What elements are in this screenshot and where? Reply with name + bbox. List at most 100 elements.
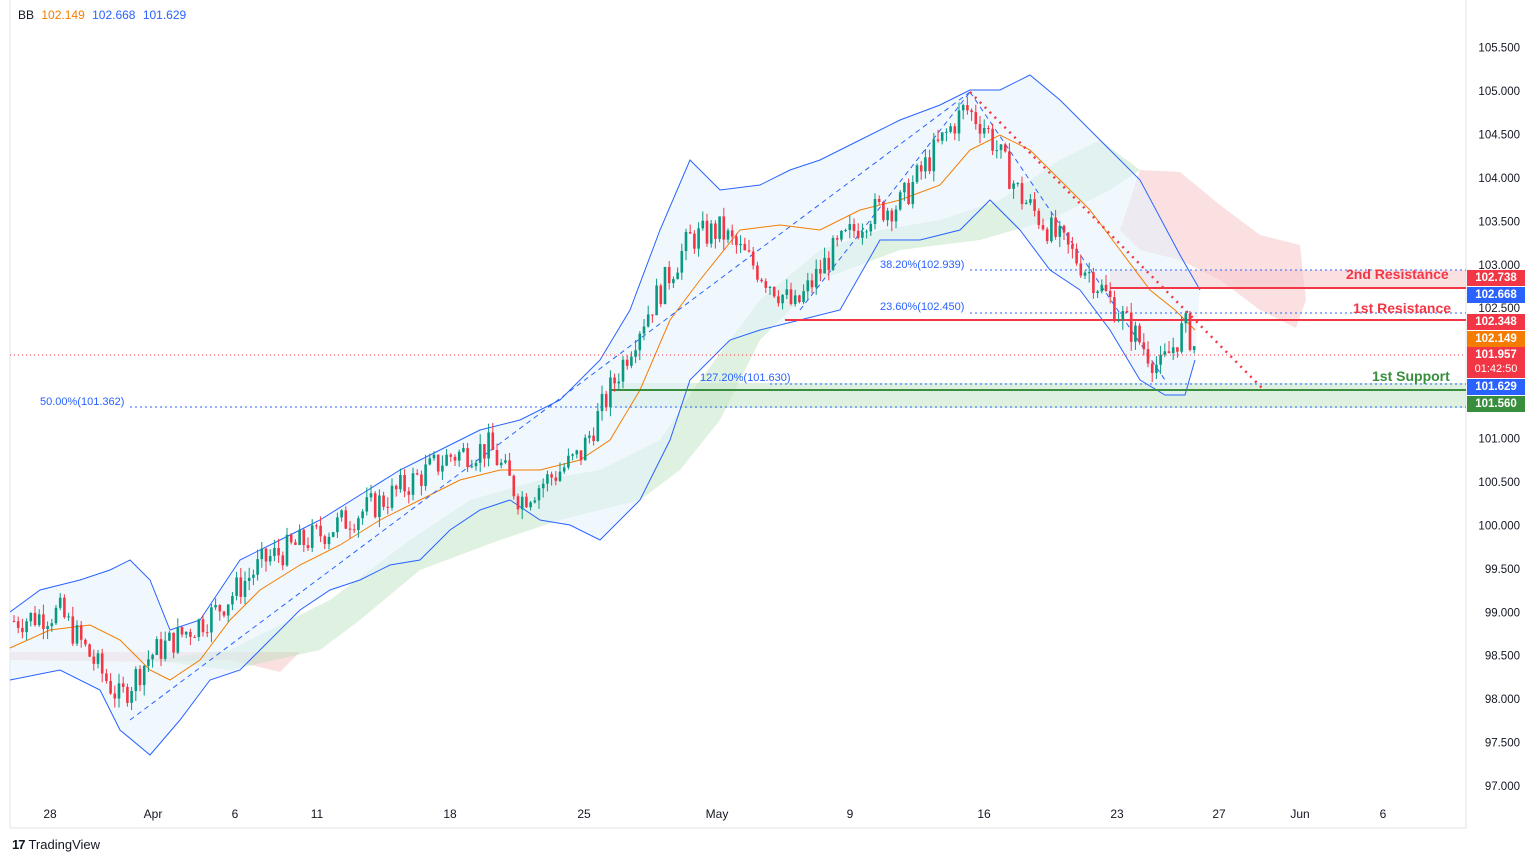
candle-up xyxy=(831,238,835,271)
candle-down xyxy=(121,683,125,687)
candle-down xyxy=(407,491,411,495)
tradingview-logo[interactable]: 17 TradingView xyxy=(12,837,100,852)
candle-up xyxy=(596,411,600,442)
candle-up xyxy=(709,223,713,244)
candle-down xyxy=(382,495,385,507)
candle-up xyxy=(655,285,658,316)
candle-up xyxy=(369,493,373,498)
candle-down xyxy=(100,653,104,674)
candle-up xyxy=(672,279,675,284)
y-tick-label: 105.500 xyxy=(1478,43,1520,55)
x-tick-label: Apr xyxy=(144,807,163,821)
candle-down xyxy=(978,124,982,134)
candle-down xyxy=(877,198,881,202)
candle-down xyxy=(172,632,175,653)
candle-up xyxy=(214,605,217,608)
candle-up xyxy=(575,450,579,455)
candle-up xyxy=(726,230,730,240)
candle-down xyxy=(667,266,671,284)
x-tick-label: 11 xyxy=(311,807,324,821)
candle-up xyxy=(151,654,154,660)
candle-down xyxy=(453,456,457,461)
last-price-tag: 101.957 01:42:50 xyxy=(1467,347,1525,378)
candle-up xyxy=(961,105,965,111)
y-tick-label: 100.500 xyxy=(1478,477,1520,489)
candle-down xyxy=(835,238,839,240)
candle-up xyxy=(390,485,394,508)
candle-down xyxy=(735,236,738,246)
candle-down xyxy=(239,577,243,597)
legend-bb-upper: 102.668 xyxy=(92,8,136,22)
candle-up xyxy=(621,359,625,382)
candle-up xyxy=(58,597,62,608)
candle-up xyxy=(949,126,952,132)
resistance-zone xyxy=(1110,270,1466,289)
y-tick-label: 99.000 xyxy=(1485,607,1520,619)
candle-down xyxy=(705,220,709,244)
candle-down xyxy=(1142,342,1146,350)
candle-up xyxy=(768,286,772,288)
candle-up xyxy=(940,132,944,141)
candle-up xyxy=(260,548,264,560)
support-1-price-tag: 101.560 xyxy=(1467,396,1525,412)
candle-down xyxy=(105,673,108,681)
candle-down xyxy=(772,286,776,297)
bollinger-lower-line xyxy=(9,199,1196,756)
fib-1272-label: 127.20%(101.630) xyxy=(700,372,791,384)
x-tick-label: 25 xyxy=(577,807,591,821)
candle-up xyxy=(1050,217,1053,242)
candle-down xyxy=(491,432,495,450)
candle-down xyxy=(42,614,45,630)
candle-up xyxy=(247,577,251,582)
candle-up xyxy=(823,257,826,274)
candle-down xyxy=(415,473,419,475)
candle-up xyxy=(1117,319,1120,322)
candle-down xyxy=(289,534,293,543)
candle-up xyxy=(1100,284,1104,292)
candle-down xyxy=(516,496,520,510)
candle-up xyxy=(428,458,432,465)
candle-up xyxy=(67,616,70,618)
bb-upper-price-tag: 102.668 xyxy=(1467,287,1525,303)
candle-down xyxy=(747,250,751,252)
candle-up xyxy=(1096,291,1099,294)
candle-up xyxy=(848,224,852,231)
candle-up xyxy=(457,451,461,461)
y-tick-label: 103.000 xyxy=(1478,260,1520,272)
candle-down xyxy=(319,525,322,537)
candle-up xyxy=(243,581,247,597)
candle-up xyxy=(310,525,314,548)
candle-up xyxy=(562,467,566,472)
candle-up xyxy=(588,435,591,438)
candle-up xyxy=(256,559,259,575)
candle-down xyxy=(84,639,87,645)
candle-up xyxy=(432,454,436,459)
candle-down xyxy=(92,656,96,664)
candle-down xyxy=(1041,225,1045,230)
candle-up xyxy=(37,614,41,626)
candle-down xyxy=(1008,151,1011,189)
candle-down xyxy=(1079,263,1083,276)
candle-up xyxy=(470,466,474,468)
candle-up xyxy=(520,496,524,510)
candle-up xyxy=(1163,351,1167,355)
y-tick-label: 97.500 xyxy=(1485,738,1520,750)
candle-down xyxy=(277,548,280,556)
candle-down xyxy=(554,477,558,481)
candle-up xyxy=(1024,202,1028,204)
candle-up xyxy=(638,333,642,351)
candle-up xyxy=(663,266,667,305)
candle-up xyxy=(168,632,171,641)
candle-up xyxy=(865,231,868,233)
legend-indicator-name: BB xyxy=(18,8,35,22)
bb-lower-price-tag: 101.629 xyxy=(1467,379,1525,395)
last-price-value: 101.957 xyxy=(1475,349,1517,361)
candle-down xyxy=(126,686,129,703)
x-tick-label: 27 xyxy=(1212,807,1226,821)
candle-up xyxy=(873,198,877,224)
candle-up xyxy=(478,444,482,463)
x-tick-label: 16 xyxy=(977,807,991,821)
candle-up xyxy=(541,483,545,489)
candle-up xyxy=(365,497,369,512)
